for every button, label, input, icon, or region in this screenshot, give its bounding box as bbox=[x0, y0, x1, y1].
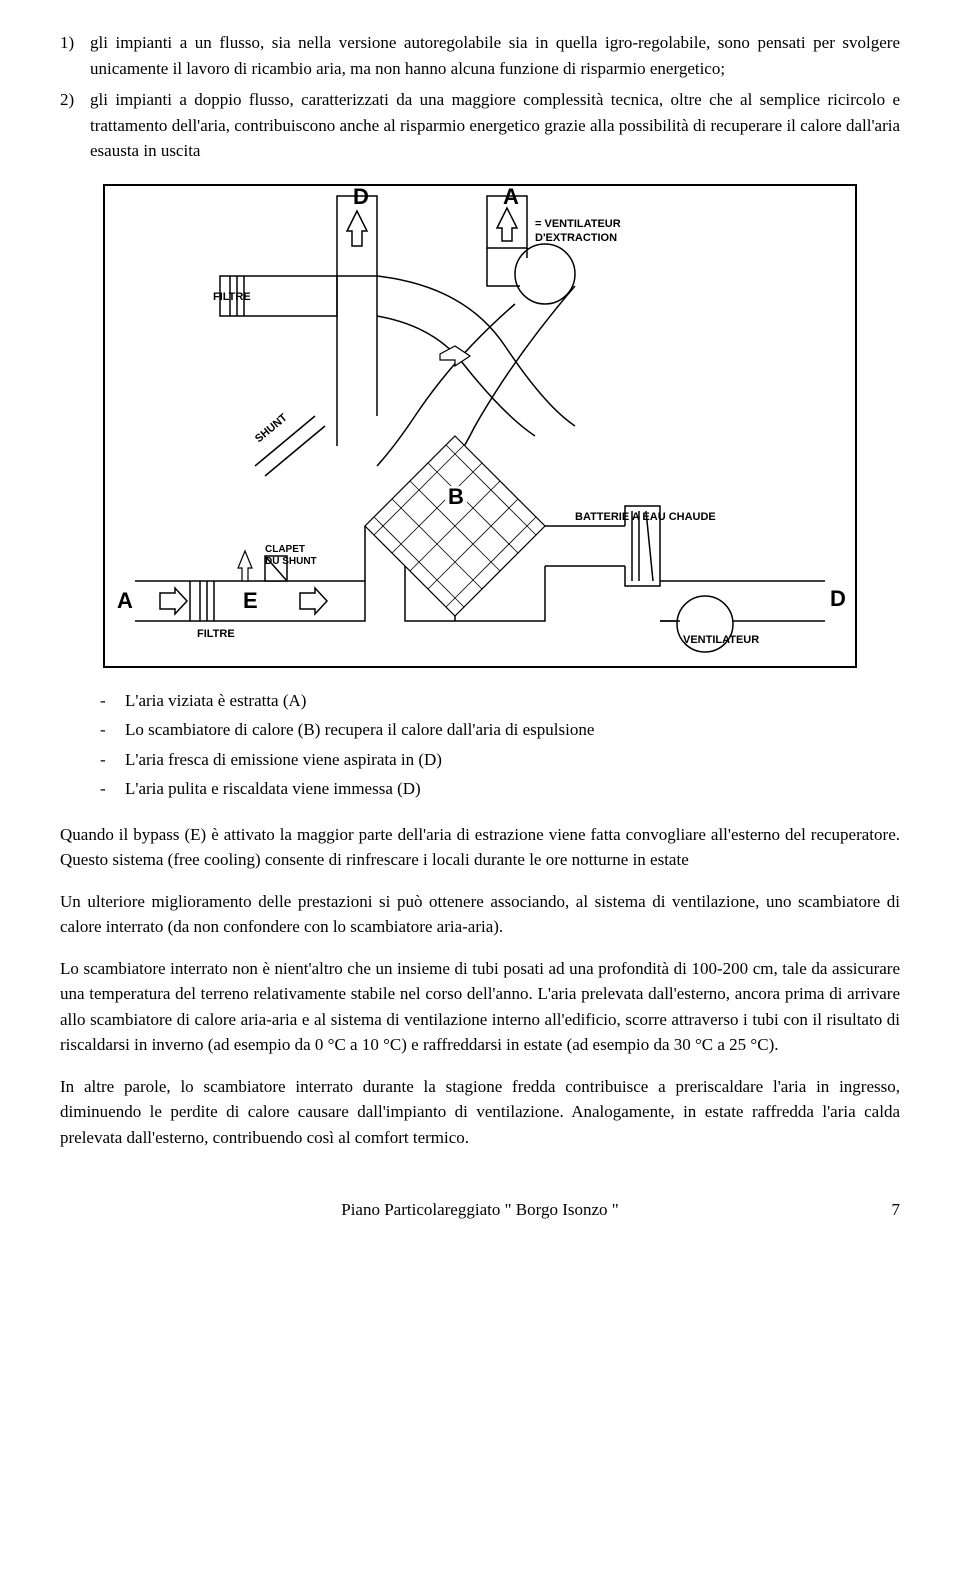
dash-marker: - bbox=[100, 688, 125, 714]
list-marker: 2) bbox=[60, 87, 90, 164]
diagram-label-filtre-top: FILTRE bbox=[213, 291, 251, 303]
dash-list: - L'aria viziata è estratta (A) - Lo sca… bbox=[100, 688, 900, 802]
list-marker: 1) bbox=[60, 30, 90, 81]
diagram-label-vent-ext-1: = VENTILATEUR bbox=[535, 218, 621, 230]
list-item: - Lo scambiatore di calore (B) recupera … bbox=[100, 717, 900, 743]
diagram-label-filtre-bottom: FILTRE bbox=[197, 628, 235, 640]
diagram-letter-b: B bbox=[448, 484, 464, 510]
diagram-letter-d-top: D bbox=[353, 184, 369, 210]
dash-marker: - bbox=[100, 747, 125, 773]
list-item: - L'aria pulita e riscaldata viene immes… bbox=[100, 776, 900, 802]
list-item: 2) gli impianti a doppio flusso, caratte… bbox=[60, 87, 900, 164]
diagram-label-batterie: BATTERIE A EAU CHAUDE bbox=[575, 511, 716, 523]
paragraph-2: Un ulteriore miglioramento delle prestaz… bbox=[60, 889, 900, 940]
list-item: - L'aria fresca di emissione viene aspir… bbox=[100, 747, 900, 773]
footer-page-number: 7 bbox=[860, 1200, 900, 1220]
diagram-svg bbox=[105, 186, 855, 666]
ventilation-diagram: D A = VENTILATEUR D'EXTRACTION FILTRE SH… bbox=[103, 184, 857, 668]
diagram-label-clapet-1: CLAPET bbox=[265, 544, 305, 555]
page-footer: Piano Particolareggiato " Borgo Isonzo "… bbox=[60, 1200, 900, 1220]
dash-text: L'aria fresca di emissione viene aspirat… bbox=[125, 747, 900, 773]
diagram-label-vent-ext-2: D'EXTRACTION bbox=[535, 232, 617, 244]
list-item: 1) gli impianti a un flusso, sia nella v… bbox=[60, 30, 900, 81]
dash-text: L'aria viziata è estratta (A) bbox=[125, 688, 900, 714]
diagram-letter-a-top: A bbox=[503, 184, 519, 210]
diagram-label-ventilateur-bottom: VENTILATEUR bbox=[683, 634, 759, 646]
dash-text: L'aria pulita e riscaldata viene immessa… bbox=[125, 776, 900, 802]
dash-marker: - bbox=[100, 717, 125, 743]
dash-marker: - bbox=[100, 776, 125, 802]
dash-text: Lo scambiatore di calore (B) recupera il… bbox=[125, 717, 900, 743]
paragraph-1: Quando il bypass (E) è attivato la maggi… bbox=[60, 822, 900, 873]
diagram-label-clapet-2: DU SHUNT bbox=[265, 556, 317, 567]
page-content: 1) gli impianti a un flusso, sia nella v… bbox=[0, 0, 960, 1250]
paragraph-3: Lo scambiatore interrato non è nient'alt… bbox=[60, 956, 900, 1058]
diagram-letter-d-right: D bbox=[830, 586, 846, 612]
list-text: gli impianti a un flusso, sia nella vers… bbox=[90, 30, 900, 81]
diagram-letter-a-left: A bbox=[117, 588, 133, 614]
list-item: - L'aria viziata è estratta (A) bbox=[100, 688, 900, 714]
list-text: gli impianti a doppio flusso, caratteriz… bbox=[90, 87, 900, 164]
diagram-letter-e: E bbox=[243, 588, 258, 614]
paragraph-4: In altre parole, lo scambiatore interrat… bbox=[60, 1074, 900, 1151]
footer-title: Piano Particolareggiato " Borgo Isonzo " bbox=[100, 1200, 860, 1220]
numbered-list-1: 1) gli impianti a un flusso, sia nella v… bbox=[60, 30, 900, 164]
